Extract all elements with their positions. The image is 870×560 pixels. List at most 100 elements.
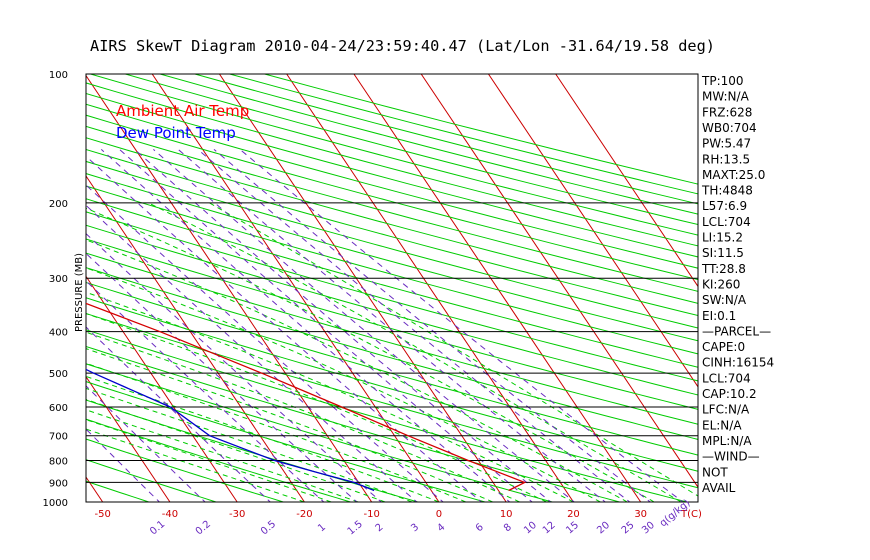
isotherm-line [86,175,305,502]
mixing-ratio-line [119,149,533,502]
profile-lines [86,302,527,492]
bottom-temperature-tick-label: 0 [436,509,442,520]
isotherm-line [286,74,574,502]
pressure-tick-label: 500 [49,369,68,380]
mixing-ratio-tick-label: 1 [316,522,328,535]
stability-index-item: LFC:N/A [702,403,750,417]
dry-adiabat-line [86,238,698,410]
mixing-ratio-line [213,149,652,502]
moist-adiabat-line [86,267,601,502]
stability-index-item: NOT [702,465,728,479]
stability-index-item: FRZ:628 [702,105,752,119]
stability-index-item: WB0:704 [702,121,757,135]
mixing-ratio-line [134,149,552,502]
mixing-ratio-line [100,149,511,502]
stability-index-item: CAPE:0 [702,340,745,354]
stability-index-item: L57:6.9 [702,199,747,213]
mixing-ratio-tick-label: 10 [522,520,539,537]
dry-adiabat-line [86,252,698,425]
dry-adiabat-line [86,329,689,502]
plot-frame [85,73,699,503]
dry-adiabat-line [86,92,698,258]
stability-index-item: LCL:704 [702,371,751,385]
mixing-ratio-tick-label: 0.5 [259,519,278,538]
moist-adiabat-line [86,387,413,502]
bottom-temperature-tick-label: 30 [634,509,647,520]
dry-adiabat-line [86,267,698,440]
stability-index-item: EI:0.1 [702,309,736,323]
bottom-temperature-tick-label: 20 [567,509,580,520]
pressure-tick-label: 800 [49,457,68,468]
pressure-tick-label: 900 [49,478,68,489]
pressure-tick-label: 700 [49,432,68,443]
mixing-ratio-tick-label: 6 [474,522,486,535]
isotherm-line [86,74,373,502]
bottom-temperature-tick-label: 10 [500,509,513,520]
moist-adiabat-line [86,419,332,502]
mixing-ratio-tick-label: 2 [374,522,386,535]
isotherm-line [555,74,698,288]
pressure-tick-label: 100 [49,70,68,81]
stability-index-item: LI:15.2 [702,231,743,245]
dry-adiabat-line [86,137,698,304]
isotherm-line [488,74,698,388]
dry-adiabat-line [86,297,698,472]
pressure-tick-label: 400 [49,328,68,339]
mixing-ratio-tick-label: 20 [595,520,612,537]
moist-adiabat-line [86,348,493,502]
dry-adiabat-line [86,125,698,292]
dry-adiabat-line [86,418,353,502]
isotherm-line [86,275,238,502]
dry-adiabat-line [86,211,698,382]
moist-adiabat-line [86,362,466,502]
mixing-ratio-line [86,232,383,502]
mixing-ratio-tick-label: 12 [541,520,558,537]
dry-adiabat-line [86,345,622,502]
dry-adiabat-lines [86,74,698,502]
mixing-ratio-tick-label: 30 [640,520,657,537]
stability-index-item: PW:5.47 [702,137,751,151]
stability-index-item: LCL:704 [702,215,751,229]
moist-adiabat-line [86,428,305,502]
mixing-ratio-tick-label: 1.5 [346,519,365,538]
stability-index-item: TT:28.8 [701,262,746,276]
mixing-ratio-line [153,149,576,502]
pressure-tick-label: 300 [49,274,68,285]
isotherm-line [0,74,35,502]
dry-adiabat-line [86,281,698,456]
moist-adiabat-lines [86,202,698,502]
mixing-ratio-tick-label: 25 [620,520,637,537]
dry-adiabat-line [86,198,698,368]
mixing-ratio-line [86,385,206,502]
stability-index-item: MAXT:25.0 [702,168,765,182]
bottom-temperature-tick-label: -20 [296,509,312,520]
stability-index-item: —PARCEL— [702,324,771,338]
mixing-ratio-tick-label: 8 [502,522,514,535]
mixing-ratio-line [197,149,631,502]
temperature-unit-label: T(C) [680,509,702,520]
stability-index-item: SI:11.5 [702,246,744,260]
mixing-ratio-line [86,204,418,502]
pressure-tick-label: 600 [49,403,68,414]
mixing-ratio-line [177,149,607,502]
stability-index-item: RH:13.5 [702,152,750,166]
pressure-tick-labels: 100 200 300 400 500 600 700 800 900 1000 [43,70,68,509]
mixing-ratio-tick-label: 0.2 [194,519,213,538]
dry-adiabat-line [86,148,698,317]
moist-adiabat-line [147,202,682,502]
legend-dew-point-temp: Dew Point Temp [116,124,236,142]
stability-index-item: SW:N/A [702,293,747,307]
dry-adiabat-line [86,381,487,502]
bottom-temperature-tick-label: -40 [162,509,178,520]
bottom-temperature-tick-label: -10 [364,509,380,520]
isobar-lines [86,202,698,483]
moist-adiabat-line [86,409,359,502]
isotherm-line [353,74,642,502]
ambient-air-temp-line [86,302,527,492]
mixing-ratio-tick-label: 4 [436,522,448,535]
mixing-ratio-tick-label: 15 [564,520,581,537]
mixing-ratio-line [239,149,684,502]
dry-adiabat-line [86,103,698,269]
stability-index-item: KI:260 [702,277,740,291]
